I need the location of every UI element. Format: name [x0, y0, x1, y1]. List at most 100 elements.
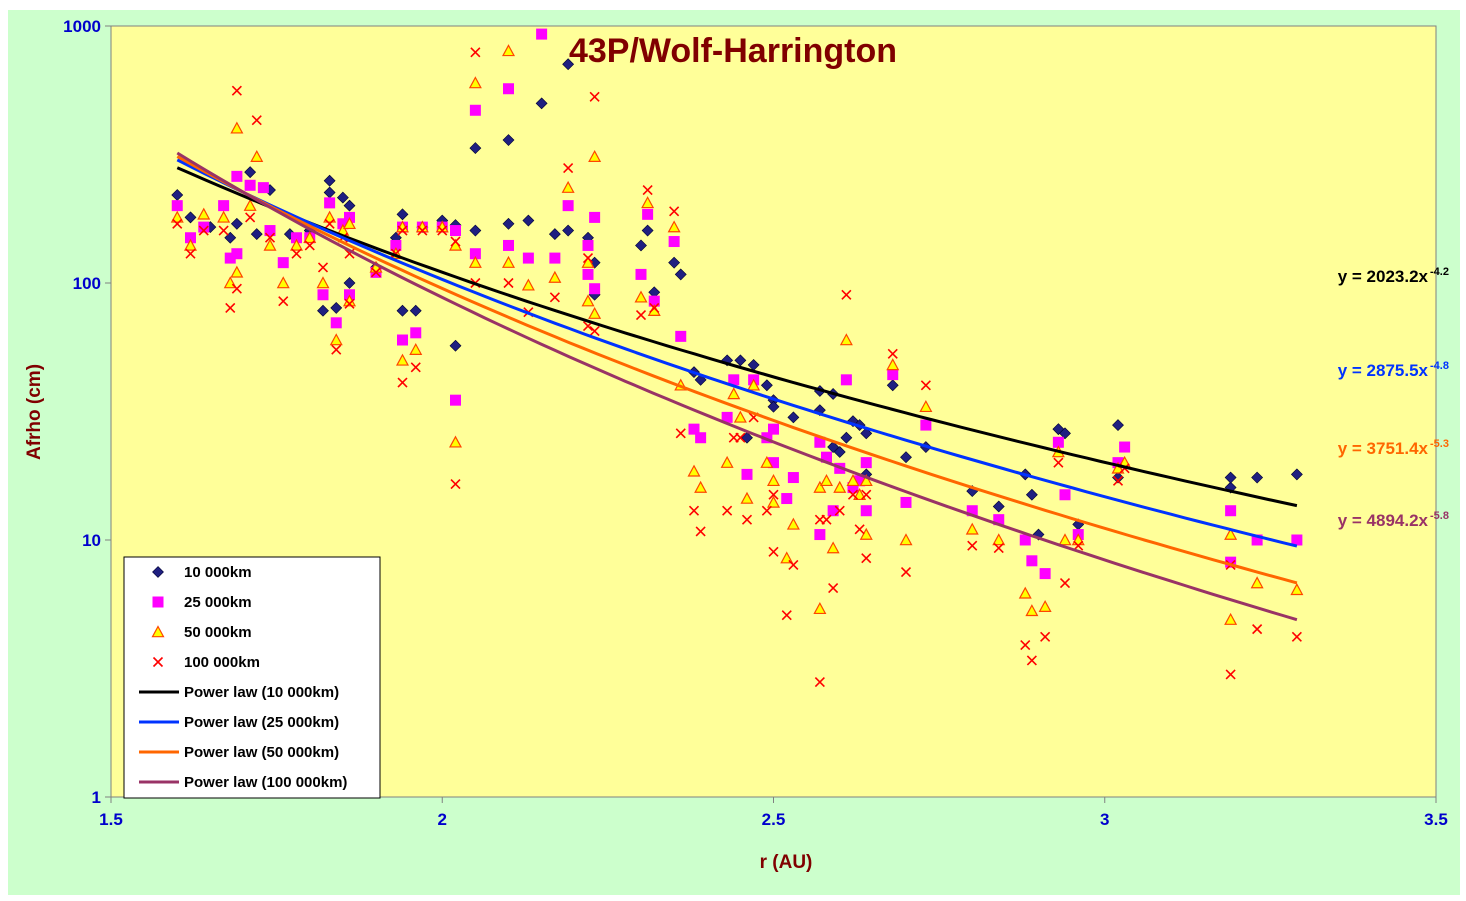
data-point-series-3 [766, 495, 781, 508]
legend-marker [151, 625, 165, 638]
data-point-series-4 [900, 567, 912, 578]
data-point-series-2 [390, 239, 402, 251]
data-point-series-1 [767, 400, 780, 413]
data-point-series-2 [549, 252, 561, 264]
data-point-series-2 [410, 327, 422, 339]
data-point-series-3 [740, 491, 754, 504]
data-point-series-4 [887, 348, 898, 359]
data-point-series-3 [197, 207, 211, 220]
data-point-series-3 [263, 238, 277, 251]
data-point-series-3 [747, 378, 761, 391]
data-point-series-2 [1225, 556, 1237, 568]
data-point-series-3 [501, 44, 516, 57]
data-point-series-2 [768, 457, 779, 469]
data-point-series-3 [1224, 612, 1238, 625]
data-point-series-2 [728, 374, 740, 386]
data-point-series-3 [1058, 533, 1072, 546]
data-point-series-4 [582, 253, 594, 264]
y-tick-label: 100 [73, 274, 101, 293]
equation-exponent: -4.8 [1430, 360, 1449, 372]
data-point-series-2 [768, 423, 779, 435]
data-point-series-2 [562, 200, 574, 212]
data-point-series-2 [231, 170, 243, 182]
data-point-series-4 [331, 344, 342, 355]
data-point-series-4 [828, 583, 839, 594]
data-point-series-2 [1052, 436, 1064, 448]
data-point-series-1 [562, 58, 575, 71]
legend-label: 10 000km [184, 564, 252, 581]
data-point-series-4 [589, 326, 600, 337]
data-point-series-2 [469, 248, 481, 260]
data-point-series-1 [668, 256, 681, 269]
data-point-series-2 [185, 232, 196, 244]
data-point-series-4 [450, 236, 461, 247]
fit-lines [176, 151, 1298, 622]
data-point-series-2 [860, 505, 872, 517]
fit-line-1 [176, 166, 1298, 508]
data-point-series-2 [821, 451, 832, 463]
data-point-series-1 [833, 446, 846, 458]
legend-label: Power law (25 000km) [184, 714, 339, 731]
data-point-series-2 [324, 197, 336, 209]
data-point-series-1 [330, 301, 343, 314]
data-point-series-3 [395, 353, 410, 366]
data-point-series-4 [847, 489, 859, 500]
fit-line-3 [176, 155, 1298, 585]
data-point-series-3 [733, 410, 747, 423]
data-point-series-2 [337, 218, 349, 230]
data-point-series-4 [1252, 624, 1263, 635]
data-point-series-3 [853, 487, 867, 501]
data-point-series-3 [846, 474, 860, 487]
data-point-series-4 [1112, 475, 1124, 486]
x-tick-label: 1.5 [99, 810, 123, 829]
data-point-series-2 [589, 283, 601, 295]
data-point-series-4 [861, 553, 872, 564]
data-point-series-2 [582, 239, 594, 251]
data-point-series-3 [634, 290, 648, 303]
data-point-series-4 [841, 289, 852, 300]
data-point-series-2 [291, 232, 302, 244]
data-point-series-4 [669, 206, 680, 217]
data-point-series-1 [900, 451, 912, 464]
equation-exponent: -5.3 [1430, 438, 1449, 450]
x-axis-title: r (AU) [760, 852, 813, 873]
data-point-series-1 [1112, 471, 1124, 484]
data-point-series-1 [886, 379, 899, 392]
data-point-series-2 [642, 208, 654, 220]
data-point-series-1 [502, 217, 515, 230]
data-point-series-2 [1059, 489, 1071, 501]
legend-label: 25 000km [184, 594, 252, 611]
data-point-series-2 [503, 239, 514, 251]
data-point-series-1 [1224, 471, 1237, 484]
data-point-series-2 [171, 200, 183, 212]
chart-title: 43P/Wolf-Harrington [569, 32, 897, 70]
data-point-series-3 [581, 255, 595, 268]
data-point-series-2 [589, 211, 601, 223]
data-point-series-4 [722, 505, 733, 516]
data-point-series-2 [1291, 534, 1303, 546]
equation-annotation: y = 2875.5x [1338, 361, 1429, 380]
x-tick-label: 3.5 [1424, 810, 1448, 829]
data-point-series-1 [562, 224, 575, 237]
data-point-series-4 [695, 526, 706, 537]
data-point-series-4 [854, 524, 865, 535]
data-point-series-3 [230, 265, 244, 278]
data-point-series-2 [1026, 555, 1038, 567]
data-point-series-3 [243, 198, 257, 211]
data-point-series-3 [303, 230, 317, 244]
data-point-series-4 [1020, 640, 1031, 651]
data-point-series-4 [821, 514, 832, 525]
data-point-series-4 [768, 489, 779, 500]
equation-exponent: -5.8 [1430, 510, 1449, 522]
data-point-series-3 [561, 180, 575, 193]
data-point-series-2 [198, 221, 210, 233]
data-point-series-2 [854, 475, 866, 487]
data-point-series-1 [992, 500, 1005, 513]
data-point-series-2 [469, 104, 481, 116]
data-point-series-4 [450, 479, 461, 490]
data-point-series-1 [787, 411, 800, 424]
data-point-series-3 [826, 541, 840, 554]
data-point-series-2 [721, 411, 733, 423]
y-tick-label: 1 [92, 788, 101, 807]
data-point-series-4 [278, 296, 289, 307]
